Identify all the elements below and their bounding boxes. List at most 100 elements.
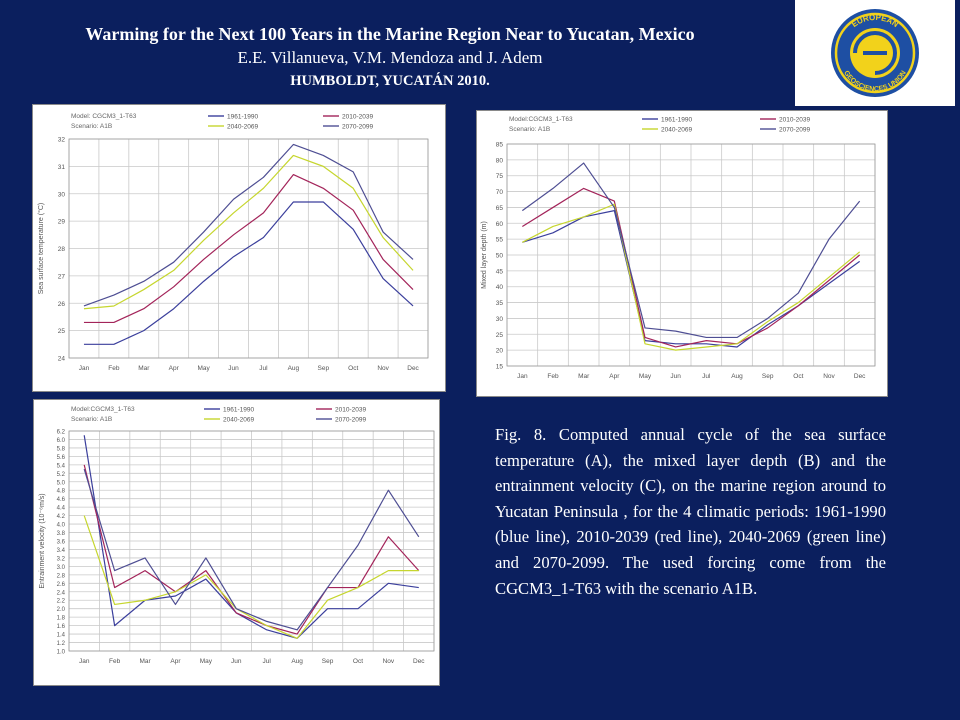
legend-label: 2010-2039 [342,114,373,121]
x-tick-label: Sep [318,365,330,372]
y-tick-label: 1.2 [57,641,66,647]
x-tick-label: Jun [231,658,242,665]
x-tick-label: Jul [263,658,272,665]
y-tick-label: 5.8 [57,446,66,452]
x-tick-label: Nov [377,365,389,372]
legend-label: 2010-2039 [335,407,366,414]
chart-mixed-layer-depth: 15 20 25 30 35 40 45 50 55 60 65 70 75 80 85 Jan Feb Mar A… [476,110,888,397]
y-tick-label: 15 [496,364,504,371]
x-tick-label: Jun [228,365,239,372]
y-tick-label: 5.6 [57,455,66,461]
y-tick-label: 30 [496,316,504,323]
x-tick-label: Jan [79,658,90,665]
legend-label: 1961-1990 [227,114,258,121]
legend-label: 2040-2069 [223,417,254,424]
egu-logo-icon: EUROPEAN GEOSCIENCES UNION [831,9,919,97]
chart-mld-svg: 15 20 25 30 35 40 45 50 55 60 65 70 75 80 85 Jan Feb Mar A… [481,116,876,380]
x-tick-label: Apr [169,365,180,372]
x-tick-label: Jun [670,373,681,380]
x-tick-label: Mar [139,658,151,665]
model-label: Model:CGCM3_1-T63 [71,406,135,413]
y-tick-label: 1.0 [57,650,66,656]
series-line-2040-2069 [522,203,861,351]
y-tick-label: 4.6 [57,497,66,503]
y-tick-label: 70 [496,189,504,196]
y-tick-label: 35 [496,300,504,307]
series-line-1961-1990 [83,435,419,639]
y-tick-label: 3.6 [57,540,66,546]
plot-frame [506,143,876,367]
legend-label: 2070-2099 [779,127,810,134]
y-tick-label: 1.8 [57,616,66,622]
y-tick-label: 65 [496,205,504,212]
y-tick-label: 2.2 [57,599,66,605]
series-line-1961-1990 [83,201,414,345]
series-line-2040-2069 [83,154,414,310]
x-tick-label: Mar [138,365,150,372]
y-tick-label: 2.0 [57,607,66,613]
x-tick-label: Dec [854,373,866,380]
legend-label: 2040-2069 [227,124,258,131]
x-tick-label: Mar [578,373,590,380]
y-tick-label: 3.2 [57,556,66,562]
y-tick-label: 3.4 [57,548,66,554]
y-axis-label: Entrainment velocity (10⁻⁶m/s) [39,493,46,588]
series-line-2010-2039 [522,187,861,348]
y-tick-label: 28 [58,246,66,253]
x-tick-label: Aug [288,365,300,372]
y-tick-label: 4.2 [57,514,66,520]
series-line-2070-2099 [83,468,420,631]
y-axis-label: Sea surface temperature (°C) [37,203,45,295]
y-tick-label: 29 [58,219,66,226]
x-tick-label: Sep [322,658,334,665]
x-tick-label: Sep [762,373,774,380]
y-tick-label: 5.4 [57,463,66,469]
y-tick-label: 75 [496,173,504,180]
chart-entrainment-svg: 1.0 1.2 1.4 1.6 1.8 2.0 2.2 2.4 2.6 2.8 3.0 3.2 3.4 3… [39,406,435,665]
x-tick-label: Dec [413,658,425,665]
model-label: Model: CGCM3_1-T63 [71,113,137,120]
chart-sst: 24 25 26 27 28 29 30 31 32 Jan Feb Mar Apr May Jun Jul A… [32,104,446,392]
y-tick-label: 5.2 [57,472,66,478]
y-tick-label: 6.2 [57,430,66,436]
x-tick-label: Nov [823,373,835,380]
y-tick-label: 40 [496,284,504,291]
chart-sst-svg: 24 25 26 27 28 29 30 31 32 Jan Feb Mar Apr May Jun Jul A… [37,113,429,372]
y-tick-label: 3.8 [57,531,66,537]
page-title: Warming for the Next 100 Years in the Ma… [85,24,695,44]
x-tick-label: Feb [547,373,559,380]
y-tick-label: 2.6 [57,582,66,588]
y-tick-label: 3.0 [57,565,66,571]
y-tick-label: 4.0 [57,523,66,529]
y-tick-label: 1.6 [57,624,66,630]
y-tick-label: 27 [58,273,66,280]
y-tick-label: 20 [496,348,504,355]
x-tick-label: Oct [353,658,363,665]
x-tick-label: Nov [383,658,395,665]
x-tick-label: Dec [407,365,419,372]
y-tick-label: 45 [496,268,504,275]
y-tick-label: 6.0 [57,438,66,444]
y-tick-label: 60 [496,221,504,228]
x-tick-label: Oct [793,373,803,380]
y-tick-label: 5.0 [57,480,66,486]
x-tick-label: May [200,658,213,665]
chart-entrainment-velocity: 1.0 1.2 1.4 1.6 1.8 2.0 2.2 2.4 2.6 2.8 3.0 3.2 3.4 3… [33,399,440,686]
x-tick-label: Jul [259,365,268,372]
y-tick-label: 25 [58,328,66,335]
y-tick-label: 85 [496,142,504,149]
scenario-label: Scenario: A1B [71,123,112,130]
series-line-2070-2099 [83,143,414,307]
y-tick-label: 55 [496,237,504,244]
scenario-label: Scenario: A1B [509,126,550,133]
venue: HUMBOLDT, YUCATÁN 2010. [290,73,490,89]
x-tick-label: May [197,365,210,372]
legend-label: 1961-1990 [223,407,254,414]
model-label: Model:CGCM3_1-T63 [509,116,573,123]
x-tick-label: Aug [291,658,303,665]
x-tick-label: Aug [731,373,743,380]
y-tick-label: 30 [58,191,66,198]
y-tick-label: 26 [58,301,66,308]
series-line-2010-2039 [83,173,414,324]
y-tick-label: 2.4 [57,590,66,596]
